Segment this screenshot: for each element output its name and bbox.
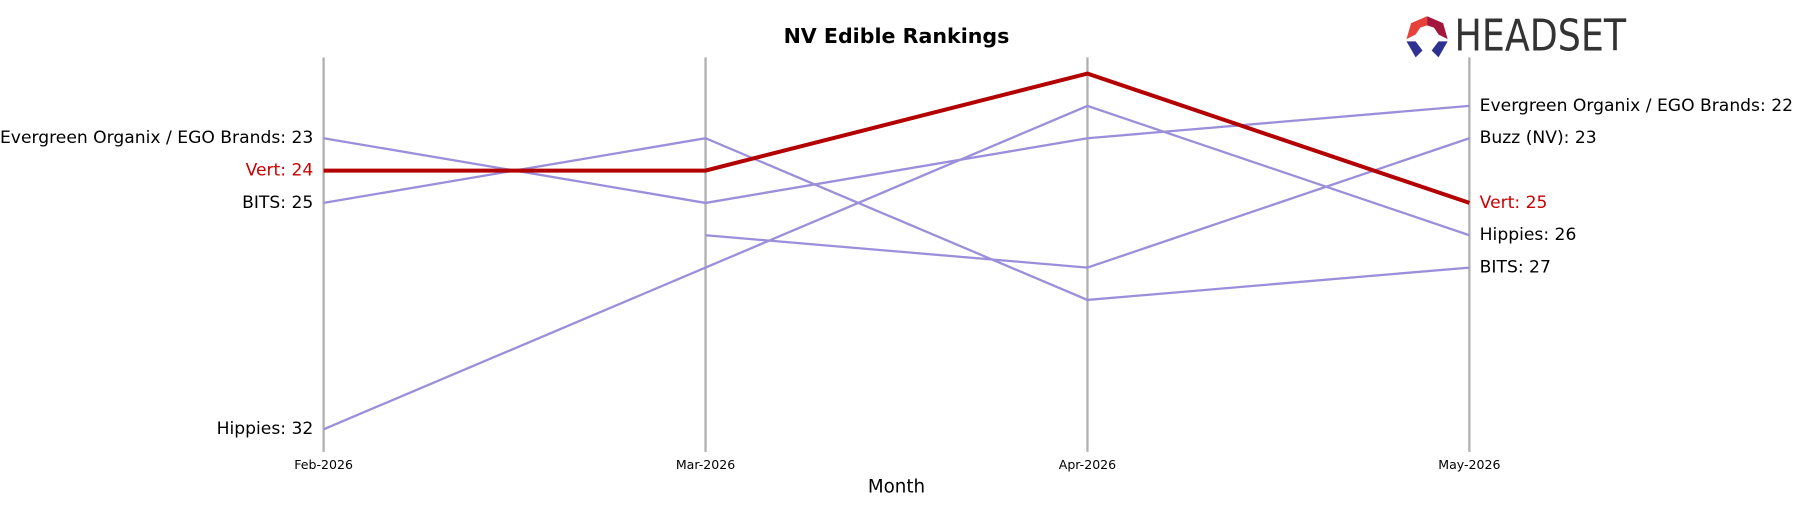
chart-title: NV Edible Rankings	[784, 24, 1010, 48]
data-label: Buzz (NV): 23	[1480, 128, 1597, 148]
data-label: Vert: 24	[246, 161, 314, 181]
logo-icon	[1427, 16, 1448, 40]
x-tick-label: Mar-2026	[676, 457, 735, 472]
data-label: Hippies: 32	[217, 419, 314, 439]
data-label: Vert: 25	[1480, 193, 1548, 213]
x-tick-label: Apr-2026	[1059, 457, 1116, 472]
series-line	[323, 137, 1470, 302]
data-label: Evergreen Organix / EGO Brands: 23	[0, 128, 313, 148]
x-tick-label: May-2026	[1438, 457, 1500, 472]
data-label: BITS: 27	[1480, 258, 1551, 278]
logo: HEADSET	[1406, 12, 1626, 62]
data-label: Evergreen Organix / EGO Brands: 22	[1480, 96, 1793, 116]
series-line	[323, 104, 1470, 431]
data-label: BITS: 25	[242, 193, 313, 213]
x-axis-label: Month	[868, 476, 925, 497]
logo-icon	[1431, 41, 1448, 58]
series-line	[705, 137, 1470, 269]
x-tick-label: Feb-2026	[294, 457, 353, 472]
series-line	[323, 71, 1471, 205]
logo-icon	[1406, 16, 1428, 40]
logo-text: HEADSET	[1455, 12, 1627, 62]
data-label: Hippies: 26	[1480, 225, 1577, 245]
logo-icon	[1406, 41, 1423, 58]
